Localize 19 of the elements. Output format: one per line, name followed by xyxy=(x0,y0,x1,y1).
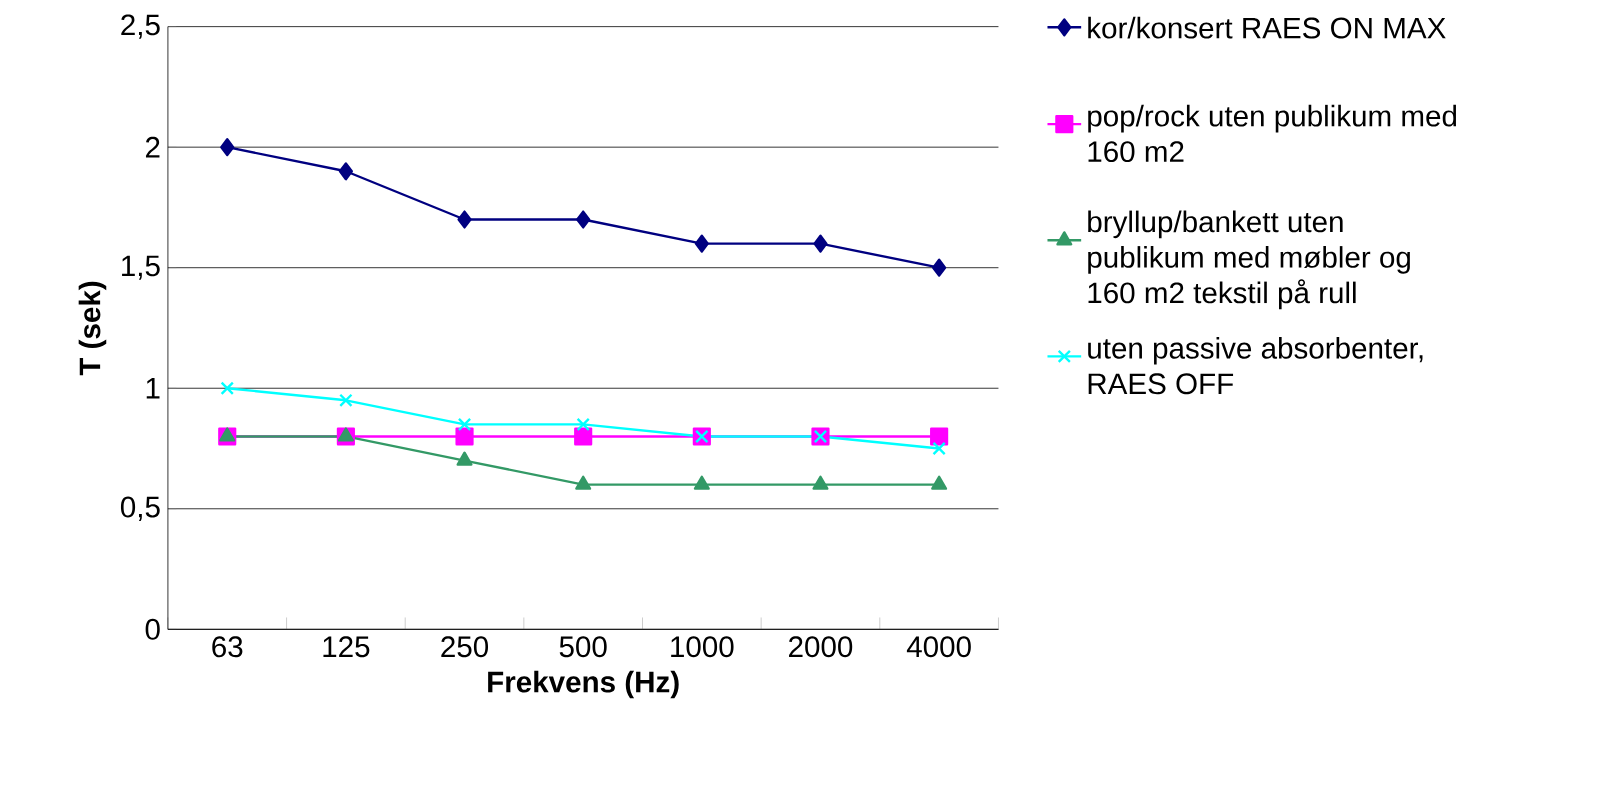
legend-label: pop/rock uten publikum med 160 m2 xyxy=(1088,104,1457,163)
x-tick-label: 250 xyxy=(441,636,489,658)
y-tick-label: 0 xyxy=(145,618,160,640)
legend-label: bryllup/bankett uten publikum med møbler og 160 m2 tekstil på rull xyxy=(1088,210,1410,310)
x-tick-label: 63 xyxy=(212,636,243,658)
x-axis-title: Frekvens (Hz) xyxy=(488,670,679,699)
y-tick-label: 0,5 xyxy=(120,496,160,521)
y-tick-label: 2,5 xyxy=(121,14,160,39)
y-axis-title: T (sek) xyxy=(78,281,107,376)
x-tick-label: 500 xyxy=(559,636,607,658)
y-tick-label: 1 xyxy=(146,378,160,399)
legend-label: uten passive absorbenter, RAES OFF xyxy=(1088,336,1423,395)
x-tick-label: 2000 xyxy=(789,636,853,658)
legend-label: kor/konsert RAES ON MAX xyxy=(1088,16,1446,39)
x-tick-label: 1000 xyxy=(671,636,734,658)
y-tick-label: 2 xyxy=(145,136,160,158)
x-tick-label: 125 xyxy=(323,636,370,658)
x-tick-label: 4000 xyxy=(906,636,971,658)
y-tick-label: 1,5 xyxy=(122,255,160,280)
